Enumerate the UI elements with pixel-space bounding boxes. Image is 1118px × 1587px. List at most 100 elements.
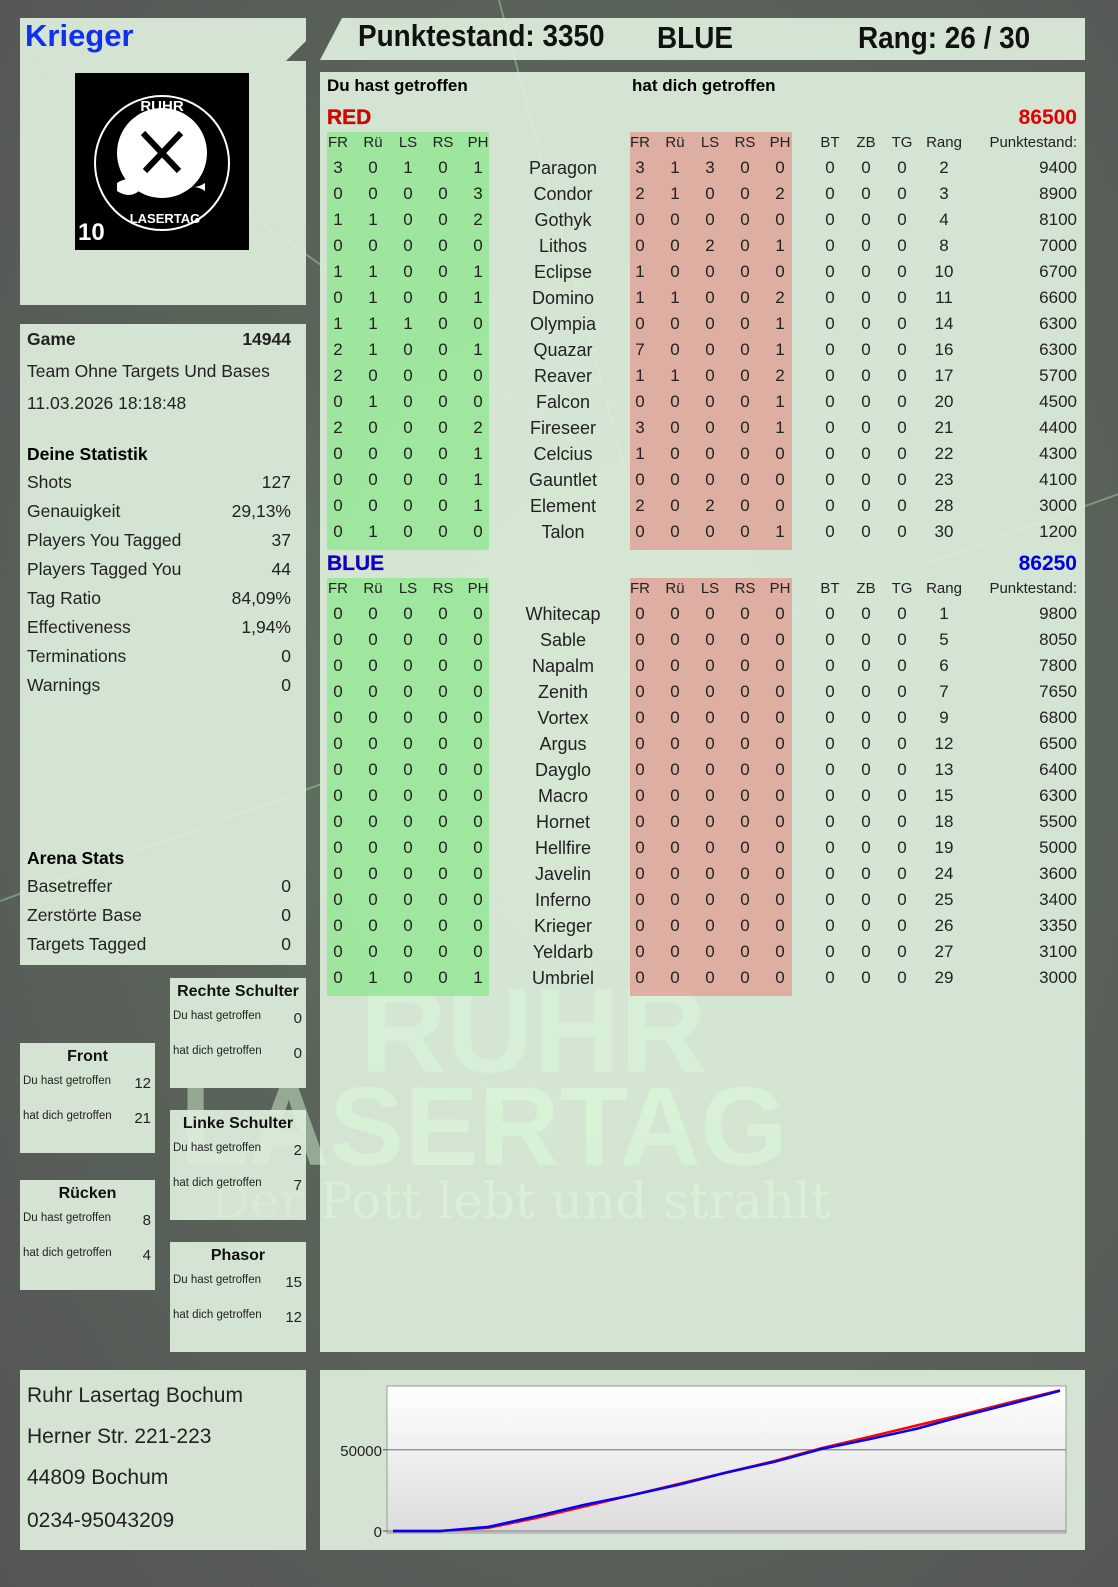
column-header: Rü: [665, 134, 685, 151]
stat-row: Tag Ratio 84,09%: [27, 588, 291, 609]
team-name: RED: [327, 106, 372, 129]
hit-you-count: 0: [670, 630, 680, 649]
hit-you-count: 0: [670, 760, 680, 779]
hit-you-count: 0: [775, 890, 785, 909]
hit-you-count: 7: [635, 340, 645, 359]
column-header: PH: [467, 134, 489, 151]
you-hit-count: 0: [403, 760, 413, 779]
tg-count: 0: [897, 418, 907, 437]
game-label: Game: [27, 329, 76, 349]
tg-count: 0: [897, 864, 907, 883]
bt-count: 0: [825, 968, 835, 987]
tg-count: 0: [897, 812, 907, 831]
player-score: 9800: [1039, 604, 1077, 623]
tg-count: 0: [897, 288, 907, 307]
you-hit-count: 0: [473, 864, 483, 883]
hit-you-count: 0: [635, 392, 645, 411]
you-hit-count: 0: [403, 288, 413, 307]
you-hit-count: 0: [438, 288, 448, 307]
column-header: PH: [467, 580, 489, 597]
tg-count: 0: [897, 942, 907, 961]
tg-count: 0: [897, 366, 907, 385]
rank: 7: [939, 682, 949, 701]
zb-count: 0: [861, 656, 871, 675]
bt-count: 0: [825, 708, 835, 727]
bt-count: 0: [825, 340, 835, 359]
phone-number: 0234-95043209: [27, 1509, 175, 1532]
hit-you-count: 1: [670, 366, 680, 385]
zone-you-hit-row: Du hast getroffen 0: [173, 1010, 302, 1027]
you-hit-count: 0: [368, 838, 378, 857]
rank: 2: [939, 158, 949, 177]
column-header: Rang: [926, 580, 962, 597]
you-hit-count: 0: [368, 656, 378, 675]
you-hit-count: 0: [368, 158, 378, 177]
player-name: Hornet: [535, 812, 591, 832]
you-hit-count: 0: [368, 682, 378, 701]
you-hit-column-block: [327, 132, 489, 550]
hit-you-count: 0: [775, 444, 785, 463]
hit-you-count: 0: [740, 444, 750, 463]
zb-count: 0: [861, 708, 871, 727]
you-hit-count: 0: [333, 630, 343, 649]
hit-you-count: 0: [705, 522, 715, 541]
zone-hit-you-label: hat dich getroffen: [173, 1309, 262, 1321]
stat-value: 84,09%: [231, 588, 291, 608]
column-header: FR: [328, 134, 348, 151]
bt-count: 0: [825, 392, 835, 411]
hit-you-count: 0: [670, 786, 680, 805]
hit-you-count: 0: [705, 916, 715, 935]
zone-hit-you-value: 12: [285, 1309, 302, 1326]
column-header: Rü: [665, 580, 685, 597]
you-hit-count: 0: [438, 496, 448, 515]
you-hit-count: 0: [403, 734, 413, 753]
zone-you-hit-value: 12: [134, 1075, 151, 1092]
hit-you-count: 0: [705, 812, 715, 831]
tg-count: 0: [897, 470, 907, 489]
stat-value: 0: [281, 675, 291, 695]
you-hit-count: 0: [333, 496, 343, 515]
you-hit-count: 0: [333, 236, 343, 255]
you-hit-count: 1: [333, 262, 343, 281]
zone-you-hit-label: Du hast getroffen: [173, 1142, 262, 1154]
hit-you-count: 0: [740, 288, 750, 307]
you-hit-count: 0: [403, 470, 413, 489]
player-team: BLUE: [657, 20, 733, 55]
bt-count: 0: [825, 444, 835, 463]
hit-you-count: 0: [670, 890, 680, 909]
score-progress-chart: 0 50000: [340, 1385, 1067, 1541]
zone-hit-you-value: 0: [293, 1045, 302, 1062]
you-hit-count: 0: [473, 734, 483, 753]
player-name: Fireseer: [529, 418, 596, 438]
you-hit-count: 0: [368, 786, 378, 805]
player-name: Gauntlet: [528, 470, 598, 490]
zone-hit-you-value: 4: [142, 1247, 151, 1264]
hit-you-count: 0: [670, 418, 680, 437]
hit-you-count: 0: [705, 786, 715, 805]
you-hit-count: 1: [473, 444, 483, 463]
player-score: 6300: [1039, 340, 1077, 359]
rank: 13: [934, 760, 954, 779]
hit-you-count: 0: [705, 630, 715, 649]
rank: 30: [934, 522, 954, 541]
tg-count: 0: [897, 734, 907, 753]
you-hit-count: 0: [368, 630, 378, 649]
you-hit-count: 0: [403, 236, 413, 255]
you-hit-count: 1: [333, 210, 343, 229]
you-hit-column-block: [327, 578, 489, 996]
zb-count: 0: [861, 864, 871, 883]
you-hit-count: 0: [368, 444, 378, 463]
player-name: Hellfire: [534, 838, 591, 858]
bt-count: 0: [825, 288, 835, 307]
stat-label: Tag Ratio: [27, 588, 101, 608]
tg-count: 0: [897, 444, 907, 463]
rank: 24: [934, 864, 954, 883]
you-hit-count: 0: [473, 838, 483, 857]
rank: 22: [934, 444, 954, 463]
stat-value: 0: [281, 876, 291, 896]
player-score: 8900: [1039, 184, 1077, 203]
you-hit-count: 0: [438, 812, 448, 831]
hit-you-count: 0: [670, 916, 680, 935]
you-hit-heading: Du hast getroffen: [327, 76, 468, 95]
player-name: Krieger: [25, 18, 134, 53]
